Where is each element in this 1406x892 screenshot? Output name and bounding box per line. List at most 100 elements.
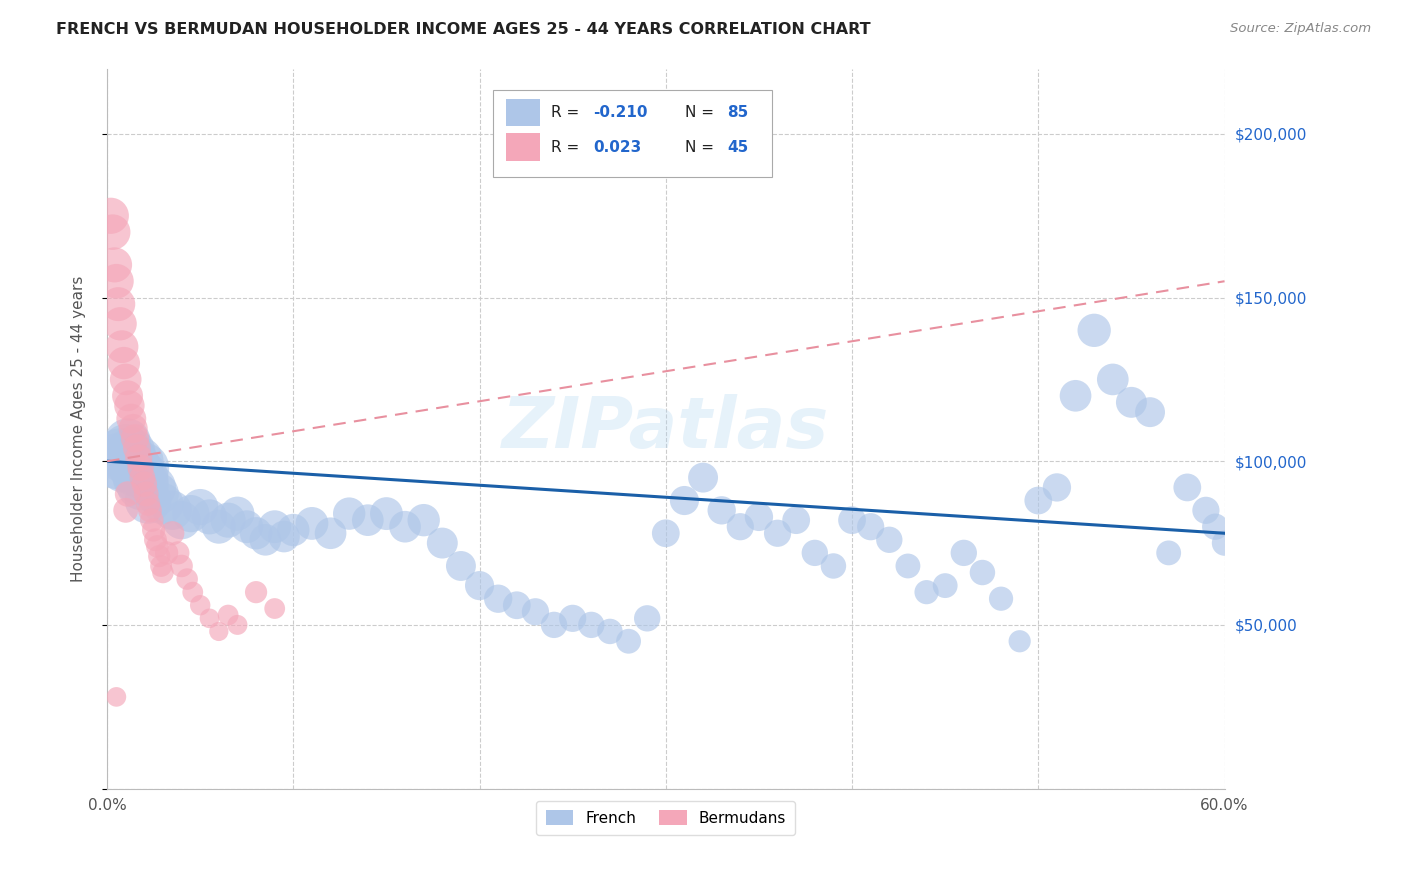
Text: R =: R = bbox=[551, 139, 583, 154]
FancyBboxPatch shape bbox=[506, 99, 540, 126]
Text: N =: N = bbox=[685, 105, 718, 120]
Point bbox=[952, 546, 974, 560]
Point bbox=[145, 533, 167, 547]
Point bbox=[141, 513, 163, 527]
Point bbox=[118, 399, 141, 413]
Point bbox=[226, 507, 249, 521]
Point bbox=[1026, 493, 1049, 508]
Point bbox=[150, 559, 173, 574]
Point bbox=[692, 470, 714, 484]
FancyBboxPatch shape bbox=[506, 133, 540, 161]
Point bbox=[108, 448, 131, 462]
Point bbox=[319, 526, 342, 541]
Point bbox=[114, 372, 136, 386]
Point bbox=[394, 519, 416, 533]
Point bbox=[254, 533, 277, 547]
Point bbox=[823, 559, 845, 574]
Point bbox=[486, 591, 509, 606]
Point bbox=[134, 460, 156, 475]
Point bbox=[152, 497, 174, 511]
Point bbox=[1083, 323, 1105, 337]
Point bbox=[162, 526, 184, 541]
Point bbox=[148, 549, 170, 563]
Point bbox=[166, 546, 188, 560]
Point bbox=[1213, 536, 1236, 550]
Point bbox=[915, 585, 938, 599]
FancyBboxPatch shape bbox=[492, 90, 772, 177]
Point bbox=[146, 487, 169, 501]
Point bbox=[226, 618, 249, 632]
Point bbox=[208, 519, 231, 533]
Point bbox=[710, 503, 733, 517]
Point bbox=[118, 454, 141, 468]
Point bbox=[972, 566, 994, 580]
Point bbox=[859, 519, 882, 533]
Point bbox=[208, 624, 231, 639]
Point bbox=[236, 519, 259, 533]
Point bbox=[162, 503, 184, 517]
Point bbox=[112, 356, 135, 370]
Point bbox=[117, 434, 139, 449]
Point bbox=[245, 526, 267, 541]
Point bbox=[117, 487, 139, 501]
Text: 0.023: 0.023 bbox=[593, 139, 641, 154]
Text: -0.210: -0.210 bbox=[593, 105, 648, 120]
Point bbox=[125, 464, 148, 478]
Point bbox=[152, 566, 174, 580]
Point bbox=[581, 618, 603, 632]
Point bbox=[100, 209, 122, 223]
Text: 45: 45 bbox=[727, 139, 748, 154]
Point bbox=[101, 225, 124, 239]
Point bbox=[114, 441, 136, 455]
Point bbox=[217, 608, 239, 623]
Text: FRENCH VS BERMUDAN HOUSEHOLDER INCOME AGES 25 - 44 YEARS CORRELATION CHART: FRENCH VS BERMUDAN HOUSEHOLDER INCOME AG… bbox=[56, 22, 870, 37]
Point bbox=[142, 523, 165, 537]
Point bbox=[1139, 405, 1161, 419]
Point bbox=[785, 513, 807, 527]
Point bbox=[766, 526, 789, 541]
Point bbox=[105, 454, 128, 468]
Point bbox=[120, 411, 142, 425]
Point bbox=[561, 611, 583, 625]
Point bbox=[125, 441, 148, 455]
Point bbox=[181, 585, 204, 599]
Point bbox=[841, 513, 863, 527]
Point bbox=[136, 497, 159, 511]
Point bbox=[146, 539, 169, 553]
Point bbox=[1121, 395, 1143, 409]
Point bbox=[730, 519, 752, 533]
Point bbox=[506, 599, 529, 613]
Point bbox=[673, 493, 696, 508]
Point bbox=[170, 559, 193, 574]
Point bbox=[337, 507, 360, 521]
Y-axis label: Householder Income Ages 25 - 44 years: Householder Income Ages 25 - 44 years bbox=[72, 276, 86, 582]
Point bbox=[879, 533, 901, 547]
Point bbox=[432, 536, 454, 550]
Point bbox=[524, 605, 547, 619]
Point bbox=[1232, 552, 1254, 566]
Point bbox=[1046, 480, 1069, 494]
Point bbox=[131, 470, 153, 484]
Text: ZIPatlas: ZIPatlas bbox=[502, 394, 830, 463]
Text: 85: 85 bbox=[727, 105, 748, 120]
Point bbox=[617, 634, 640, 648]
Point bbox=[450, 559, 472, 574]
Point bbox=[273, 529, 295, 543]
Point bbox=[111, 340, 134, 354]
Legend: French, Bermudans: French, Bermudans bbox=[536, 800, 796, 835]
Point bbox=[128, 454, 150, 468]
Point bbox=[107, 297, 129, 311]
Point bbox=[142, 480, 165, 494]
Point bbox=[128, 450, 150, 465]
Point bbox=[188, 599, 211, 613]
Point bbox=[897, 559, 920, 574]
Point bbox=[170, 513, 193, 527]
Point bbox=[105, 274, 128, 288]
Point bbox=[135, 487, 157, 501]
Point bbox=[1175, 480, 1198, 494]
Point bbox=[217, 513, 239, 527]
Point bbox=[188, 500, 211, 514]
Point bbox=[156, 546, 179, 560]
Point bbox=[804, 546, 827, 560]
Point bbox=[934, 579, 956, 593]
